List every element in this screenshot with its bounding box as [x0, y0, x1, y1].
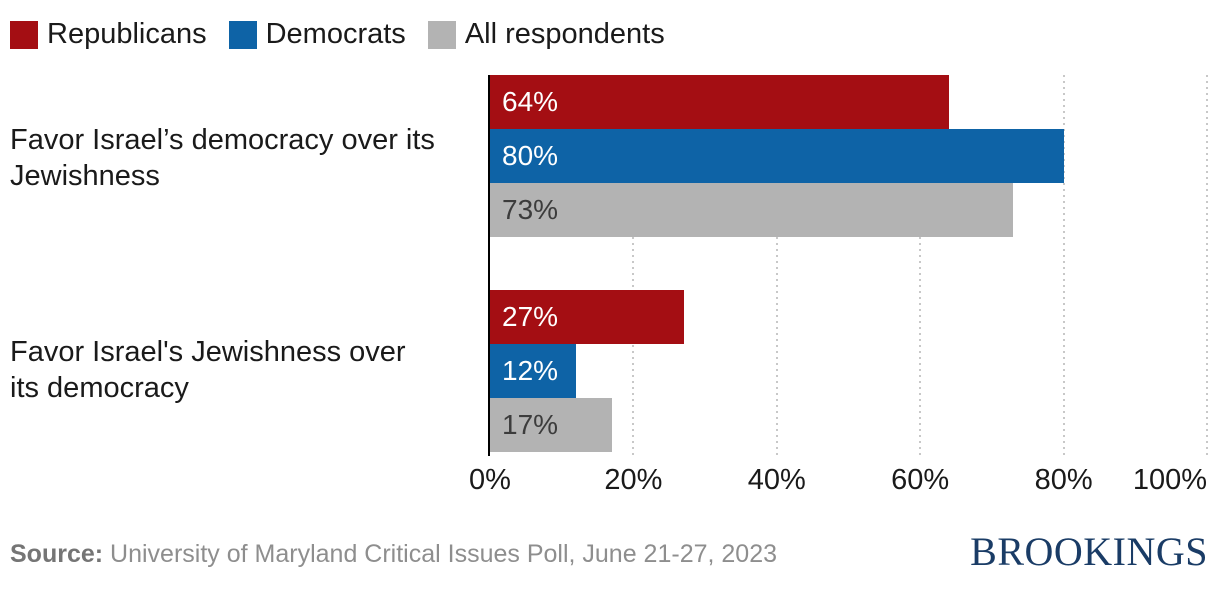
x-tick-label-20%: 20%: [604, 464, 663, 496]
gridline-100%: [1206, 75, 1208, 456]
category-label-line: its democracy: [10, 372, 189, 404]
bar-democrats-group2: 12%: [490, 344, 577, 398]
category-label-line: Favor Israel’s democracy over its: [10, 124, 435, 156]
gridline-40%: [775, 75, 778, 456]
legend-label-democrats: Democrats: [265, 18, 406, 50]
republicans-swatch-icon: [10, 20, 38, 49]
bar-republicans-group1: 64%: [490, 75, 949, 129]
brookings-logo: BROOKINGS: [970, 529, 1208, 574]
source-text: University of Maryland Critical Issues P…: [103, 540, 778, 568]
source-label: Source:: [10, 540, 104, 568]
gridline-80%: [1062, 75, 1065, 456]
bar-value-label: 80%: [502, 140, 559, 171]
bar-republicans-group2: 27%: [490, 290, 684, 344]
bar-value-label: 17%: [502, 409, 559, 440]
category-label-line: Jewishness: [10, 160, 160, 192]
legend: Republicans Democrats All respondents: [10, 18, 665, 51]
bar-value-label: 12%: [502, 355, 559, 386]
x-tick-label-0%: 0%: [469, 464, 511, 496]
bar-value-label: 27%: [502, 301, 559, 332]
category-label-democracy-over-jewishness: Favor Israel’s democracy over its Jewishn…: [10, 122, 484, 194]
legend-item-all-respondents: All respondents: [427, 18, 665, 51]
category-label-jewishness-over-democracy: Favor Israel's Jewishness over its democr…: [10, 334, 484, 406]
bar-all-respondents-group1: 73%: [490, 183, 1014, 237]
bar-value-label: 64%: [502, 86, 559, 117]
legend-item-republicans: Republicans: [10, 18, 207, 51]
all-respondents-swatch-icon: [427, 20, 456, 49]
bar-democrats-group1: 80%: [490, 129, 1064, 183]
gridline-60%: [919, 75, 922, 456]
plot-area: 0% 20% 40% 60% 80% 100% 64% 80% 73% 27% 12% 17%: [469, 75, 1208, 496]
bar-value-label: 73%: [502, 194, 559, 225]
category-label-line: Favor Israel's Jewishness over: [10, 336, 406, 368]
x-tick-label-60%: 60%: [891, 464, 950, 496]
gridline-20%: [632, 75, 635, 456]
x-tick-label-80%: 80%: [1034, 464, 1093, 496]
legend-item-democrats: Democrats: [228, 18, 406, 51]
legend-label-republicans: Republicans: [47, 18, 207, 50]
bar-all-respondents-group2: 17%: [490, 398, 612, 452]
legend-label-all-respondents: All respondents: [464, 18, 665, 50]
x-tick-label-100%: 100%: [1132, 464, 1207, 496]
source-line: Source: University of Maryland Critical …: [10, 540, 777, 569]
x-axis-zero-line: [488, 75, 490, 456]
x-tick-label-40%: 40%: [747, 464, 806, 496]
democrats-swatch-icon: [228, 20, 257, 49]
